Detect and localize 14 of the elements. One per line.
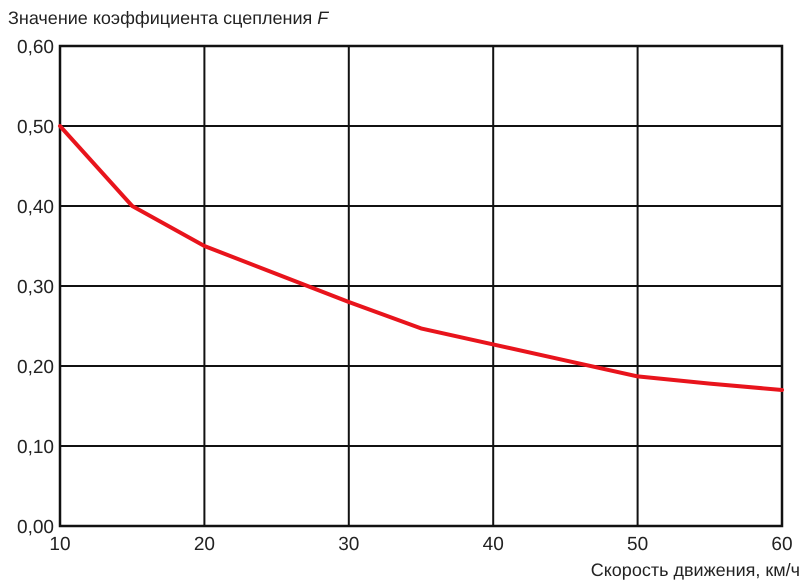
y-tick-label: 0,10 bbox=[17, 437, 54, 458]
y-tick-label: 0,40 bbox=[17, 197, 54, 218]
y-axis-title: Значение коэффициента сцепления F bbox=[8, 8, 330, 28]
x-tick-label: 50 bbox=[627, 534, 648, 555]
x-tick-label: 60 bbox=[771, 534, 793, 555]
x-tick-label: 30 bbox=[338, 534, 360, 555]
y-tick-label: 0,50 bbox=[17, 117, 54, 138]
x-tick-label: 20 bbox=[194, 534, 215, 555]
x-axis-title: Скорость движения, км/ч bbox=[590, 560, 800, 580]
line-series bbox=[58, 124, 784, 392]
y-tick-label: 0,30 bbox=[17, 277, 54, 298]
y-tick-label: 0,60 bbox=[17, 37, 54, 58]
x-tick-label: 40 bbox=[482, 534, 504, 555]
y-tick-label: 0,20 bbox=[17, 357, 54, 378]
